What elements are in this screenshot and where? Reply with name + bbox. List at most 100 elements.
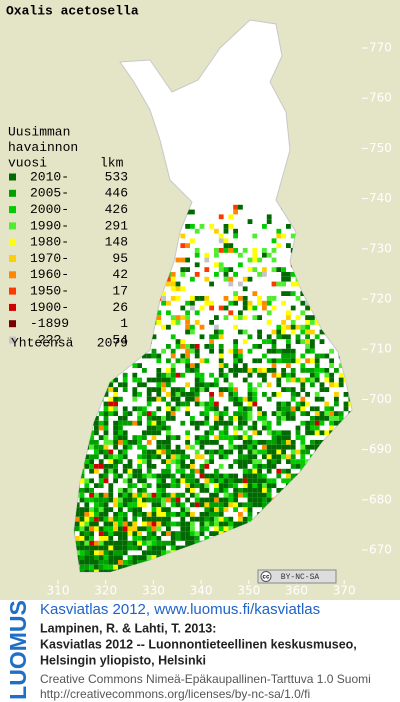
map-cell bbox=[199, 387, 205, 392]
map-cell bbox=[214, 512, 219, 517]
map-cell bbox=[166, 507, 171, 512]
map-cell bbox=[266, 468, 272, 474]
map-cell bbox=[161, 387, 166, 392]
map-cell bbox=[108, 507, 114, 512]
map-cell bbox=[161, 531, 166, 536]
map-cell bbox=[223, 430, 229, 436]
map-cell bbox=[223, 516, 229, 522]
map-cell bbox=[166, 483, 171, 488]
map-cell bbox=[223, 406, 229, 412]
map-cell bbox=[276, 406, 282, 412]
map-cell bbox=[122, 377, 128, 383]
map-cell bbox=[204, 411, 210, 416]
map-cell bbox=[334, 396, 339, 402]
map-cell bbox=[247, 502, 253, 508]
map-cell bbox=[137, 363, 142, 368]
map-cell bbox=[103, 521, 109, 527]
map-cell bbox=[156, 358, 162, 364]
map-cell bbox=[281, 454, 286, 460]
map-cell bbox=[166, 449, 171, 455]
map-cell bbox=[252, 401, 258, 407]
map-cell bbox=[218, 512, 224, 517]
license-line[interactable]: http://creativecommons.org/licenses/by-n… bbox=[40, 687, 310, 701]
map-cell bbox=[166, 550, 171, 556]
map-cell bbox=[156, 315, 162, 320]
map-cell bbox=[242, 363, 248, 368]
map-cell bbox=[286, 440, 291, 445]
map-cell bbox=[190, 540, 195, 546]
map-cell bbox=[103, 516, 109, 522]
map-cell bbox=[209, 334, 214, 340]
map-cell bbox=[142, 459, 147, 464]
map-cell bbox=[194, 252, 200, 258]
map-cell bbox=[190, 488, 195, 493]
map-cell bbox=[218, 526, 224, 532]
map-cell bbox=[194, 377, 200, 383]
map-cell bbox=[286, 459, 291, 464]
map-cell bbox=[79, 488, 85, 493]
map-cell bbox=[305, 459, 310, 464]
map-cell bbox=[271, 478, 277, 484]
map-cell bbox=[185, 430, 190, 436]
map-cell bbox=[175, 454, 181, 460]
map-cell bbox=[103, 502, 109, 508]
map-cell bbox=[103, 531, 109, 536]
map-cell bbox=[257, 358, 262, 364]
map-cell bbox=[338, 411, 344, 416]
map-cell bbox=[132, 406, 138, 412]
map-cell bbox=[94, 545, 99, 551]
map-cell bbox=[329, 358, 334, 364]
map-cell bbox=[137, 444, 142, 450]
map-cell bbox=[290, 464, 296, 469]
map-cell bbox=[290, 348, 296, 354]
map-cell bbox=[122, 521, 128, 527]
map-cell bbox=[257, 416, 262, 421]
map-cell bbox=[266, 497, 272, 503]
map-cell bbox=[166, 473, 171, 479]
map-cell bbox=[286, 358, 291, 364]
map-cell bbox=[94, 507, 99, 512]
map-cell bbox=[185, 382, 190, 388]
map-cell bbox=[252, 358, 258, 364]
map-cell bbox=[218, 430, 224, 436]
map-cell bbox=[295, 435, 301, 440]
map-cell bbox=[156, 310, 162, 316]
map-cell bbox=[84, 488, 90, 493]
map-cell bbox=[175, 296, 181, 301]
map-cell bbox=[319, 353, 325, 359]
map-cell bbox=[185, 329, 190, 335]
map-cell bbox=[170, 483, 176, 488]
map-cell bbox=[310, 406, 315, 412]
map-cell bbox=[233, 272, 238, 277]
map-cell bbox=[262, 339, 267, 344]
map-cell bbox=[214, 406, 219, 412]
map-cell bbox=[238, 368, 243, 373]
map-cell bbox=[146, 483, 152, 488]
map-cell bbox=[108, 531, 114, 536]
atlas-link[interactable]: Kasviatlas 2012, www.luomus.fi/kasviatla… bbox=[40, 601, 320, 618]
map-cell bbox=[98, 464, 104, 469]
map-cell bbox=[300, 353, 306, 359]
map-cell bbox=[228, 478, 234, 484]
map-cell bbox=[286, 478, 291, 484]
map-cell bbox=[79, 564, 85, 570]
map-cell bbox=[238, 478, 243, 484]
map-cell bbox=[218, 411, 224, 416]
map-cell bbox=[262, 248, 267, 253]
map-cell bbox=[103, 464, 109, 469]
map-cell bbox=[166, 464, 171, 469]
map-cell bbox=[156, 488, 162, 493]
map-cell bbox=[314, 353, 320, 359]
map-cell bbox=[180, 286, 186, 292]
map-cell bbox=[180, 401, 186, 407]
map-cell bbox=[233, 296, 238, 301]
map-cell bbox=[266, 420, 272, 426]
map-cell bbox=[310, 339, 315, 344]
map-cell bbox=[238, 492, 243, 498]
map-cell bbox=[314, 320, 320, 325]
map-cell bbox=[281, 411, 286, 416]
map-cell bbox=[94, 550, 99, 556]
map-cell bbox=[271, 440, 277, 445]
map-cell bbox=[170, 387, 176, 392]
map-cell bbox=[151, 540, 157, 546]
